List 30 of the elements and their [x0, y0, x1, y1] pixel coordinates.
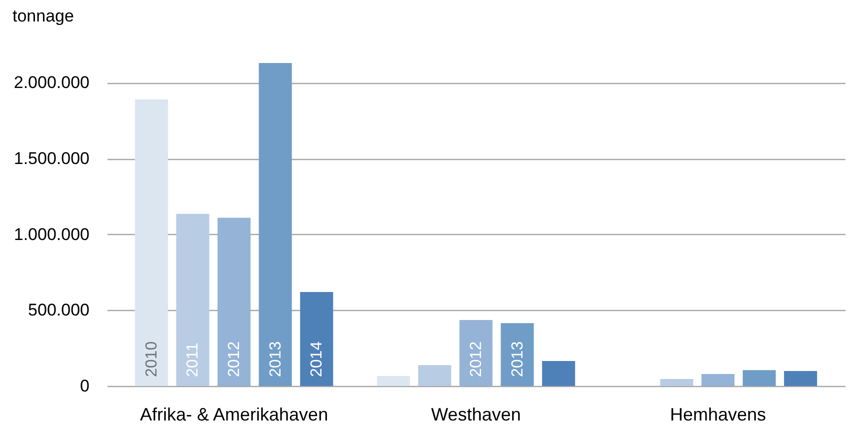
bar [134, 99, 168, 386]
x-tick-label: Westhaven [431, 404, 521, 424]
bar [660, 379, 694, 386]
bar [542, 360, 576, 386]
y-tick-label: 0 [80, 376, 90, 396]
y-axis-title: tonnage [12, 6, 74, 26]
series-label: 2011 [184, 342, 202, 377]
bar [376, 376, 410, 386]
bar [176, 214, 210, 386]
y-tick-label: 2.000.000 [14, 73, 90, 92]
series-label: 2013 [267, 341, 284, 377]
bar [258, 63, 292, 386]
text: 2013 [509, 341, 526, 377]
text: 2012 [226, 341, 244, 377]
series-label: 2012 [468, 341, 485, 377]
y-tick-label: 1.500.000 [14, 149, 90, 168]
y-tick-label: 500.000 [28, 300, 90, 320]
bar [784, 370, 818, 386]
series-label: 2010 [143, 341, 160, 377]
bar [459, 320, 493, 386]
bar [742, 370, 776, 386]
bar [300, 292, 334, 386]
bar [418, 365, 452, 386]
bar [218, 218, 251, 386]
series-label: 2014 [308, 341, 326, 377]
x-tick-label: Hemhavens [670, 404, 766, 424]
bar [701, 374, 734, 386]
bar [500, 323, 534, 386]
y-tick-label: 1.000.000 [14, 224, 90, 244]
x-tick-label: Afrika- & Amerikahaven [140, 404, 328, 424]
